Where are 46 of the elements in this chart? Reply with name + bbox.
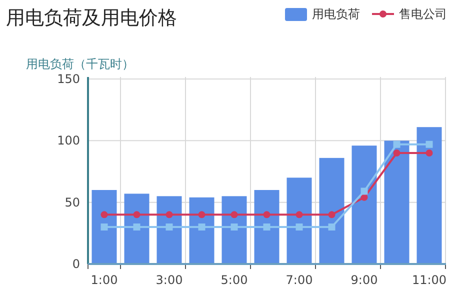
point [360, 188, 368, 195]
chart-title: 用电负荷及用电价格 [6, 7, 177, 29]
point [263, 224, 270, 230]
point [133, 211, 140, 218]
bar [222, 196, 247, 264]
y-tick-label: 0 [72, 257, 80, 271]
bar [384, 140, 410, 264]
bar [189, 197, 214, 264]
point [296, 211, 303, 218]
point [393, 150, 400, 156]
x-tick-label: 9:00 [350, 273, 378, 287]
y-axis-title: 用电负荷（千瓦时） [26, 57, 134, 71]
bar [352, 146, 377, 264]
bar [156, 196, 182, 264]
point [426, 150, 433, 156]
x-tick-label: 5:00 [220, 273, 248, 287]
point [230, 211, 238, 218]
point [230, 224, 238, 230]
point [328, 224, 336, 230]
x-tick-label: 11:00 [412, 273, 447, 287]
y-tick-label: 150 [57, 72, 80, 86]
point [296, 224, 303, 230]
point [360, 194, 368, 201]
point [198, 211, 206, 218]
x-tick-label: 1:00 [90, 273, 118, 287]
point [133, 224, 140, 230]
point [166, 211, 173, 218]
y-tick-label: 50 [64, 195, 80, 210]
point [393, 140, 400, 148]
point [198, 224, 206, 230]
y-tick-label: 100 [57, 134, 80, 148]
x-tick-label: 3:00 [156, 273, 183, 287]
bar [286, 178, 312, 264]
point [100, 211, 108, 218]
point [426, 140, 433, 148]
bar [319, 158, 344, 264]
legend-label: 售电公司 [399, 7, 447, 21]
x-tick-label: 7:00 [286, 273, 313, 287]
legend-label: 用电负荷 [312, 7, 360, 21]
point [166, 224, 173, 230]
bar [254, 190, 280, 264]
point [328, 211, 336, 218]
bar [416, 127, 442, 264]
point [263, 211, 270, 218]
bar [92, 190, 117, 264]
point [100, 224, 108, 230]
